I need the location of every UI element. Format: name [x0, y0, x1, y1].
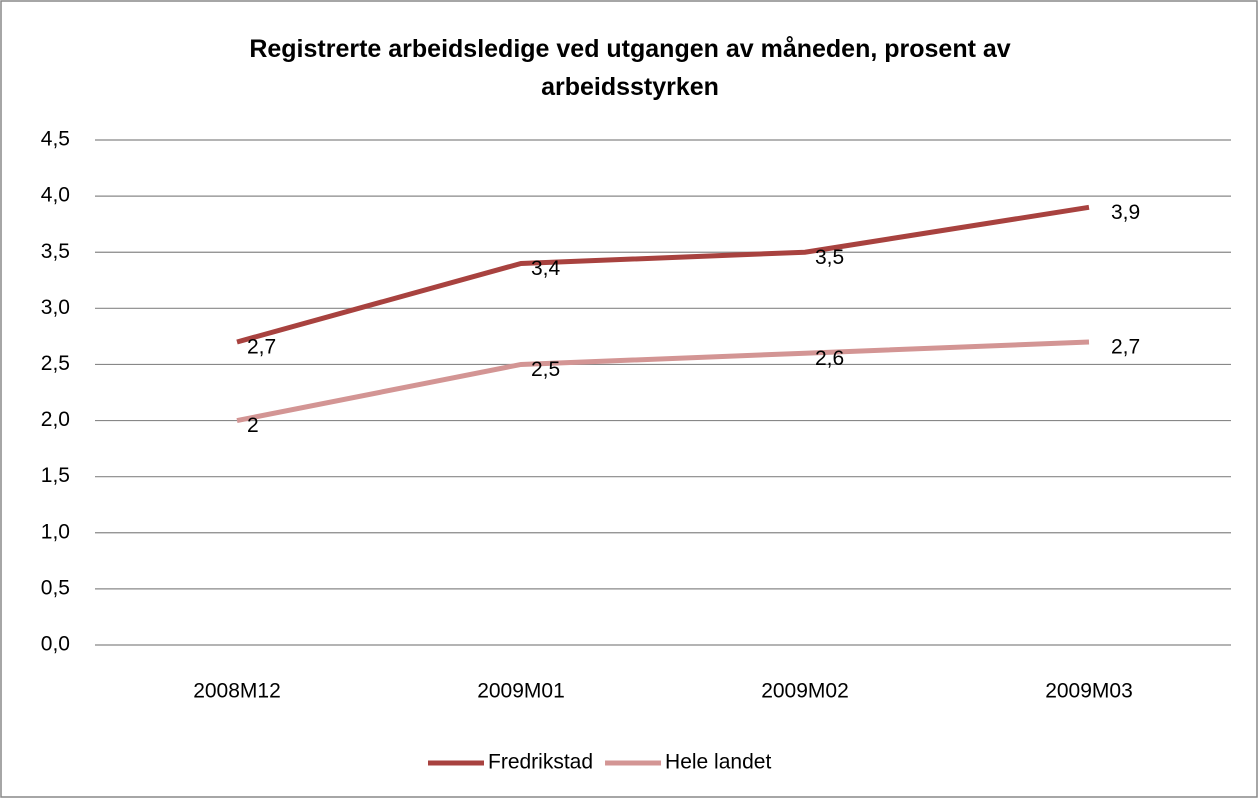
x-tick-label: 2009M03: [1045, 680, 1133, 703]
y-tick-label: 2,5: [41, 352, 70, 375]
data-label: 2,5: [531, 358, 560, 381]
x-tick-label: 2009M01: [477, 680, 565, 703]
y-tick-label: 1,0: [41, 520, 70, 543]
series-line: [236, 339, 1090, 424]
legend-label: Hele landet: [665, 751, 771, 774]
data-label: 2: [247, 414, 259, 437]
y-tick-label: 2,0: [41, 408, 70, 431]
data-label: 3,9: [1111, 201, 1140, 224]
data-label: 3,4: [531, 257, 561, 280]
y-tick-label: 4,0: [41, 184, 70, 207]
y-tick-label: 0,0: [41, 633, 70, 656]
x-tick-label: 2008M12: [193, 680, 281, 703]
y-tick-label: 4,5: [41, 128, 70, 151]
data-label: 2,7: [247, 336, 276, 359]
y-tick-label: 1,5: [41, 464, 70, 487]
chart-title: Registrerte arbeidsledige ved utgangen a…: [249, 35, 1011, 101]
data-label: 2,7: [1111, 336, 1140, 359]
series-line: [236, 204, 1090, 345]
y-tick-label: 3,5: [41, 240, 70, 263]
data-label: 2,6: [815, 347, 844, 370]
data-label: 3,5: [815, 246, 844, 269]
x-tick-label: 2009M02: [761, 680, 849, 703]
y-tick-label: 0,5: [41, 576, 70, 599]
legend-label: Fredrikstad: [488, 751, 593, 774]
y-tick-label: 3,0: [41, 296, 70, 319]
